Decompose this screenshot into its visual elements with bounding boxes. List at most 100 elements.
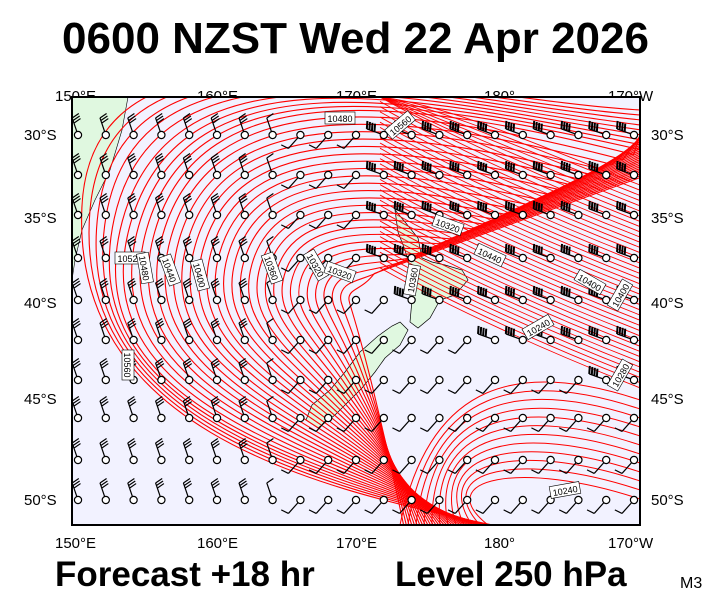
wind-barb-feather — [239, 440, 247, 447]
station-circle — [212, 375, 222, 385]
wind-barb-feather — [504, 285, 508, 295]
wind-barb-feather — [156, 401, 165, 407]
wind-barb-feather — [560, 243, 564, 253]
station-circle — [129, 130, 138, 140]
wind-barb-feather — [101, 443, 109, 449]
station-circle — [629, 253, 639, 263]
wind-barb-feather — [595, 328, 599, 337]
station-circle — [296, 455, 305, 465]
contour-line — [348, 177, 640, 525]
wind-barb-feather — [129, 198, 137, 204]
wind-barb-feather — [210, 317, 219, 324]
wind-barb-feather — [565, 327, 569, 336]
wind-barb-feather — [100, 115, 108, 122]
wind-barb-feather — [618, 244, 622, 253]
wind-barb-feather — [101, 401, 109, 407]
station-circle — [101, 210, 111, 220]
station-circle — [101, 413, 111, 423]
station-circle — [518, 455, 528, 465]
wind-barb-feather — [73, 283, 81, 289]
wind-barb-feather — [73, 401, 81, 407]
wind-barb-feather — [540, 123, 543, 132]
wind-barb-feather — [426, 122, 430, 131]
wind-barb-feather — [614, 469, 623, 474]
wind-barb-feather — [504, 120, 508, 130]
wind-barb-feather — [336, 427, 345, 432]
wind-barb-feather — [336, 144, 345, 149]
wind-barb-feather — [475, 427, 484, 432]
wind-barb-feather — [537, 162, 541, 171]
wind-barb-feather — [614, 509, 623, 514]
station-circle — [379, 170, 388, 180]
wind-barb-feather — [616, 160, 619, 170]
wind-barb-feather — [477, 285, 480, 295]
station-circle — [129, 170, 138, 180]
station-circle — [212, 455, 222, 465]
wind-barb-feather — [479, 161, 483, 170]
wind-barb-feather — [238, 152, 246, 159]
jet-contour-line — [379, 246, 640, 368]
wind-barb-feather — [568, 328, 571, 337]
wind-barb-feather — [212, 323, 220, 329]
wind-barb-feather — [565, 122, 569, 131]
wind-barb-feather — [558, 469, 567, 474]
station-circle — [268, 210, 277, 220]
station-circle — [212, 130, 222, 140]
wind-barb-feather — [419, 389, 428, 394]
lat-label-left: 40°S — [24, 295, 57, 312]
wind-barb-feather — [482, 202, 485, 211]
wind-barb-feather — [540, 288, 543, 297]
wind-barb-feather — [211, 115, 219, 122]
station-circle — [435, 495, 444, 505]
jet-contour-line — [379, 215, 640, 337]
wind-barb-feather — [128, 440, 136, 447]
wind-barb-feather — [454, 245, 457, 254]
wind-barb-feather — [396, 201, 399, 210]
svg-text:10240: 10240 — [552, 484, 578, 498]
wind-barb-feather — [429, 123, 432, 132]
wind-barb-feather — [512, 163, 516, 172]
station-circle — [296, 130, 305, 140]
wind-barb-feather — [423, 201, 427, 210]
station-circle — [490, 295, 500, 305]
station-circle — [296, 210, 305, 220]
wind-barb-feather — [211, 155, 219, 162]
station-circle — [490, 130, 500, 140]
station-circle — [463, 170, 472, 180]
wind-barb-feather — [72, 395, 80, 402]
wind-barb-feather — [447, 469, 456, 474]
station-circle — [129, 295, 138, 305]
wind-barb-feather — [568, 123, 571, 132]
wind-barb-feather — [456, 163, 460, 172]
wind-barb-feather — [365, 200, 369, 210]
wind-barb-feather — [183, 238, 192, 245]
wind-barb-feather — [211, 480, 219, 487]
station-circle — [212, 170, 222, 180]
contour-line — [81, 97, 640, 525]
wind-barb-feather — [396, 161, 399, 170]
station-circle — [101, 495, 111, 505]
station-circle — [184, 375, 194, 385]
wind-barb-feather — [426, 287, 430, 296]
station-circle — [157, 455, 166, 465]
wind-barb-feather — [568, 163, 571, 172]
wind-barb-feather — [280, 309, 289, 314]
wind-barb-feather — [595, 203, 599, 212]
wind-barb-feather — [308, 144, 317, 149]
wind-barb-feather — [280, 184, 289, 189]
wind-barb-feather — [280, 267, 289, 272]
wind-barb-feather — [211, 195, 219, 202]
wind-barb-feather — [183, 398, 192, 405]
wind-barb-feather — [531, 427, 539, 432]
wind-barb-feather — [266, 477, 274, 484]
station-circle — [629, 170, 639, 180]
wind-barb-feather — [238, 235, 246, 242]
station-circle — [296, 495, 305, 505]
wind-barb-feather — [210, 235, 219, 242]
wind-barb-feather — [100, 280, 108, 287]
station-circle — [157, 495, 166, 505]
contour-line — [289, 164, 640, 525]
station-circle — [268, 375, 277, 385]
wind-barb-feather — [623, 203, 627, 212]
lon-label-bottom: 170°W — [608, 535, 654, 552]
